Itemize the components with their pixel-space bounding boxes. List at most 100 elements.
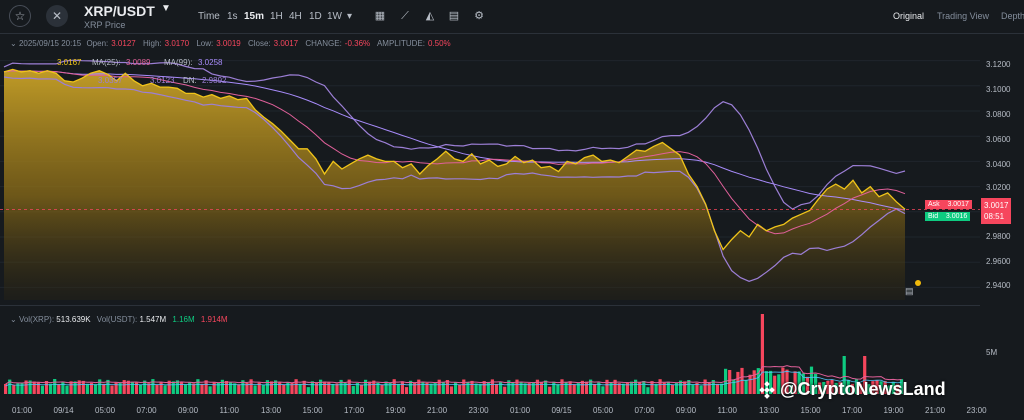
price-line	[3, 68, 906, 251]
ma99-value: 3.0258	[198, 58, 223, 67]
volume-bar	[134, 382, 139, 394]
volume-bar	[40, 385, 44, 394]
chevron-down-icon[interactable]: ▼	[161, 3, 171, 14]
view-trading-view[interactable]: Trading View	[937, 11, 990, 21]
change-label: CHANGE:	[305, 39, 342, 48]
timeframe-1d[interactable]: 1D	[309, 11, 322, 22]
pair-subtitle[interactable]: XRP Price	[84, 20, 126, 30]
volume-bar	[155, 384, 159, 394]
calendar-icon[interactable]: ▦	[374, 10, 386, 22]
timeframe-1w[interactable]: 1W	[327, 11, 342, 22]
volume-bar	[777, 374, 781, 394]
chevron-down-icon[interactable]: ⌄	[10, 39, 17, 48]
price-tick: 2.9800	[986, 232, 1011, 241]
volume-bar	[642, 381, 646, 394]
time-tick: 01:00	[510, 406, 531, 415]
volume-readout: ⌄ Vol(XRP): 513.639K Vol(USDT): 1.547M 1…	[10, 315, 232, 324]
volume-axis-label: 5M	[986, 348, 998, 357]
volume-bar	[433, 382, 437, 394]
indicator-icon[interactable]: ▤	[448, 10, 460, 22]
close-value: 3.0017	[273, 39, 299, 48]
time-tick: 15:00	[302, 406, 323, 415]
view-depth[interactable]: Depth	[1001, 11, 1024, 21]
time-tick: 15:00	[800, 406, 821, 415]
dot-icon	[915, 280, 921, 286]
area-chart-icon[interactable]: ◭	[425, 10, 435, 22]
bid-value: 3.0016	[945, 213, 968, 220]
volume-bar	[564, 382, 568, 394]
volume-bar	[781, 367, 785, 394]
volume-bar	[789, 384, 793, 394]
time-tick: 09/14	[53, 406, 74, 415]
favorite-star-icon[interactable]: ☆	[9, 5, 31, 27]
volume-bar	[327, 382, 331, 394]
timeframe-1h[interactable]: 1H	[270, 11, 283, 22]
volume-bar	[359, 384, 364, 394]
volume-bar	[703, 379, 707, 394]
volume-bar	[589, 379, 593, 394]
volume-bar	[797, 371, 801, 394]
volume-bar	[24, 380, 28, 394]
volume-bar	[269, 381, 274, 394]
timeframe-15m[interactable]: 15m	[244, 11, 265, 22]
pair-symbol[interactable]: XRP/USDT	[84, 3, 155, 19]
view-original[interactable]: Original	[893, 11, 925, 21]
line-chart-icon[interactable]: ⟋	[401, 10, 409, 22]
settings-icon[interactable]: ⚙	[474, 10, 484, 22]
volume-bar	[883, 381, 887, 394]
volume-bar	[707, 382, 711, 394]
volume-bar	[854, 379, 859, 394]
volume-bar	[179, 381, 184, 394]
time-tick: 07:00	[634, 406, 655, 415]
volume-bar	[539, 382, 544, 394]
volume-bar	[507, 380, 511, 394]
volume-bar	[208, 386, 212, 394]
volume-bar	[184, 384, 188, 394]
volume-bar	[638, 382, 642, 394]
alarm-icon[interactable]: ▤	[905, 286, 914, 296]
volume-bar	[887, 385, 891, 394]
volume-bar	[130, 381, 134, 394]
timeframe-time[interactable]: Time	[198, 11, 220, 22]
volume-bar	[437, 379, 441, 394]
boll-dn-value: 2.9892	[202, 76, 227, 85]
volume-bar	[261, 385, 265, 394]
volume-bar	[237, 384, 241, 394]
volume-bar	[192, 383, 196, 394]
volume-bar	[523, 383, 527, 394]
time-tick: 21:00	[427, 406, 448, 415]
ask-label: Ask	[928, 201, 940, 208]
timeframe-4h[interactable]: 4H	[289, 11, 302, 22]
volume-bar	[818, 382, 822, 394]
volume-bar	[384, 381, 388, 394]
volume-bar	[568, 381, 572, 394]
volume-bar	[89, 382, 94, 394]
ma25-label: MA(25):	[92, 58, 121, 67]
volume-bar	[372, 380, 376, 394]
chevron-down-icon[interactable]: ⌄	[10, 315, 17, 324]
volume-bar	[224, 381, 229, 394]
volume-bar	[339, 379, 343, 394]
volume-bar	[760, 314, 764, 394]
pane-divider	[0, 305, 980, 306]
volume-bar	[662, 382, 666, 394]
time-tick: 17:00	[344, 406, 365, 415]
volume-bar	[143, 380, 147, 394]
volume-bar	[572, 384, 576, 394]
volume-bar	[44, 381, 49, 394]
chevron-down-icon[interactable]: ▾	[347, 11, 353, 22]
volume-bar	[249, 379, 253, 394]
volume-bar	[899, 379, 904, 394]
volume-bar	[891, 381, 895, 394]
high-value: 3.0170	[164, 39, 190, 48]
volume-bar	[895, 384, 899, 394]
close-label: Close:	[247, 39, 271, 48]
price-chart[interactable]	[0, 48, 980, 300]
volume-bar	[265, 380, 269, 394]
timeframe-1s[interactable]: 1s	[227, 11, 238, 22]
volume-chart[interactable]	[0, 306, 980, 398]
time-tick: 23:00	[966, 406, 987, 415]
volume-bar	[466, 381, 470, 394]
volume-bar	[441, 382, 445, 394]
volume-bar	[695, 382, 699, 394]
